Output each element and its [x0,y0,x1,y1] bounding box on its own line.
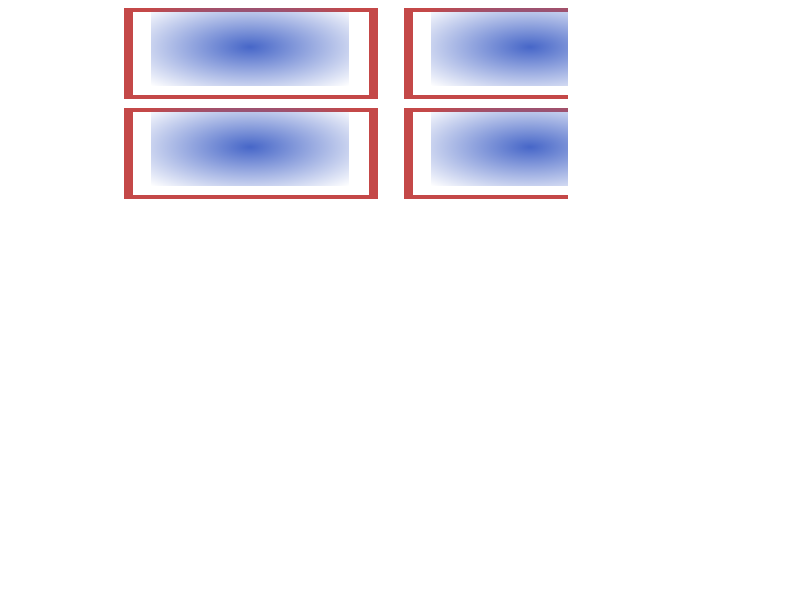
pattern-tile [8,8,378,99]
pattern-tile [8,170,128,208]
pattern-tile [128,8,568,99]
pattern-tile [408,70,568,170]
pattern-tile [128,170,408,208]
tile-blue-gradient [431,8,568,86]
pattern-tile [8,70,378,199]
tile-blue-gradient [151,8,349,86]
tile-blue-gradient [431,108,568,186]
pattern-tile [408,170,568,208]
pattern-tile [408,8,568,70]
tiled-pattern-viewport [8,8,568,208]
pattern-tile [128,70,568,199]
tile-blue-gradient [151,108,349,186]
